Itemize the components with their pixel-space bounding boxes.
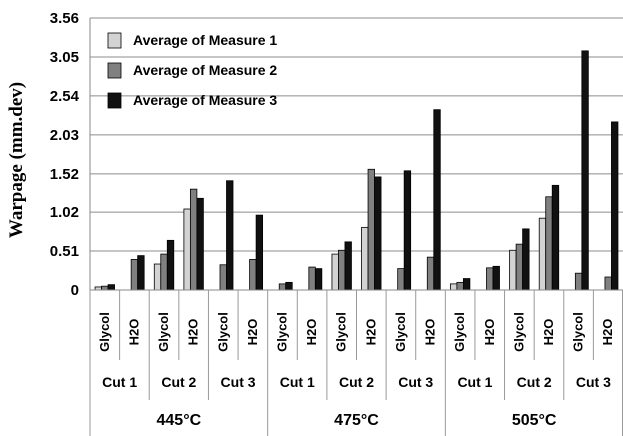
bar-measure-2: [604, 276, 612, 291]
cut-label: Cut 2: [517, 374, 552, 390]
fluid-label: Glycol: [452, 312, 467, 352]
fluid-label: H2O: [363, 319, 378, 346]
y-tick-label: 1.52: [50, 166, 79, 183]
temperature-label: 445°C: [157, 412, 202, 429]
bar-measure-3: [196, 197, 204, 291]
fluid-label: Glycol: [274, 312, 289, 352]
y-tick-labels: 3.56 3.05 2.54 2.03 1.52 1.02 0.51 0: [50, 10, 80, 299]
legend-label: Average of Measure 3: [133, 92, 277, 108]
bars: [94, 50, 619, 291]
bar-measure-2: [367, 168, 375, 291]
legend-swatch: [107, 92, 122, 109]
bar-measure-2: [574, 272, 583, 291]
fluid-label: H2O: [541, 319, 556, 346]
fluid-label: H2O: [423, 319, 438, 346]
bar-measure-3: [166, 239, 175, 291]
cut-label: Cut 1: [102, 374, 137, 390]
legend: Average of Measure 1 Average of Measure 2…: [107, 32, 277, 109]
bar-measure-2: [426, 256, 435, 291]
y-tick-label: 1.02: [50, 204, 79, 221]
cut-label: Cut 1: [280, 374, 315, 390]
y-tick-label: 3.05: [50, 49, 79, 66]
bar-measure-1: [449, 283, 458, 291]
bar-measure-1: [153, 263, 162, 291]
cut-label: Cut 3: [221, 374, 256, 390]
bar-measure-3: [374, 176, 382, 291]
bar-measure-2: [249, 259, 257, 291]
bar-measure-2: [338, 249, 346, 291]
cut-label: Cut 3: [398, 374, 433, 390]
bar-measure-3: [226, 180, 234, 291]
bar-measure-1: [509, 249, 517, 291]
fluid-label: H2O: [304, 319, 319, 346]
bar-measure-3: [285, 281, 293, 291]
bar-measure-2: [101, 285, 109, 291]
bar-measure-1: [183, 208, 191, 291]
y-tick-label: 2.54: [50, 88, 80, 105]
legend-label: Average of Measure 1: [133, 32, 277, 48]
bar-measure-2: [308, 266, 316, 291]
bar-measure-2: [130, 259, 139, 291]
bar-measure-3: [137, 255, 145, 291]
y-tick-label: 0.51: [50, 243, 79, 260]
bar-measure-3: [403, 170, 412, 291]
cut-label: Cut 2: [161, 374, 196, 390]
bar-measure-3: [462, 278, 471, 291]
gridlines: [90, 17, 623, 291]
cut-label: Cut 1: [457, 374, 492, 390]
bar-measure-3: [107, 284, 115, 291]
bar-measure-3: [344, 241, 352, 291]
bar-measure-1: [538, 217, 547, 291]
y-tick-label: 3.56: [50, 10, 79, 27]
bar-measure-2: [486, 267, 494, 291]
x-axis-categories: Glycol H2O Glycol H2O Glycol H2O Glycol H2O Glyc…: [89, 289, 623, 436]
fluid-label: H2O: [126, 319, 141, 346]
fluid-label: Glycol: [511, 312, 526, 352]
fluid-label: Glycol: [215, 312, 230, 352]
cut-label: Cut 3: [576, 374, 611, 390]
bar-measure-3: [314, 268, 323, 291]
bar-measure-3: [522, 228, 530, 291]
bar-measure-3: [255, 214, 264, 291]
fluid-label: Glycol: [156, 312, 171, 352]
bar-measure-3: [551, 184, 560, 291]
bar-measure-2: [397, 268, 405, 291]
bar-measure-1: [331, 253, 339, 291]
bar-measure-2: [160, 253, 168, 291]
bar-measure-3: [611, 121, 619, 291]
bar-measure-2: [456, 281, 464, 291]
legend-swatch: [107, 32, 122, 49]
bar-measure-2: [278, 283, 287, 291]
bar-measure-3: [492, 265, 500, 291]
bar-measure-2: [219, 264, 227, 291]
legend-label: Average of Measure 2: [133, 62, 277, 78]
bar-measure-3: [433, 109, 441, 291]
bar-measure-2: [189, 188, 198, 291]
fluid-label: Glycol: [393, 312, 408, 352]
fluid-label: Glycol: [97, 312, 112, 352]
legend-swatch: [107, 62, 122, 79]
fluid-label: Glycol: [571, 312, 586, 352]
fluid-label: H2O: [245, 319, 260, 346]
fluid-label: Glycol: [334, 312, 349, 352]
bar-measure-3: [581, 50, 589, 291]
bar-measure-2: [515, 243, 524, 291]
temperature-label: 505°C: [512, 412, 557, 429]
y-tick-label: 2.03: [50, 127, 79, 144]
bar-measure-1: [361, 226, 369, 291]
fluid-label: H2O: [600, 319, 615, 346]
fluid-label: H2O: [186, 319, 201, 346]
fluid-label: H2O: [482, 319, 497, 346]
y-axis-label: Warpage (mm.dev): [6, 82, 27, 238]
temperature-label: 475°C: [334, 412, 379, 429]
bar-measure-2: [545, 196, 553, 291]
y-tick-label: 0: [71, 282, 79, 299]
cut-label: Cut 2: [339, 374, 374, 390]
